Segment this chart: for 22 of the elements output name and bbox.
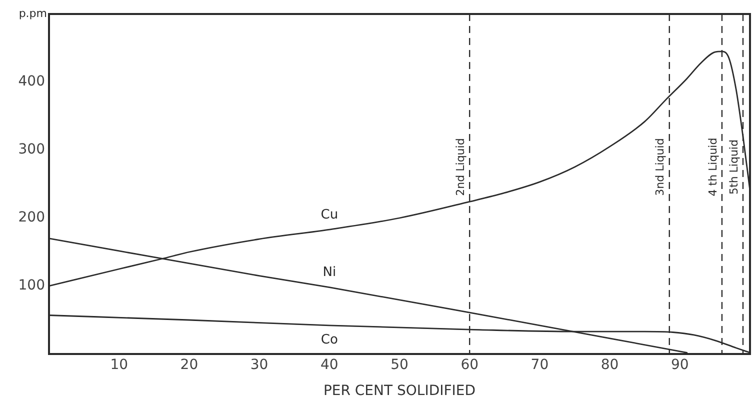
series-label: Ni: [322, 265, 336, 280]
y-tick-label: 100: [18, 278, 45, 294]
x-tick-label: 40: [320, 357, 338, 374]
x-axis-title: PER CENT SOLIDIFIED: [323, 383, 476, 400]
ref-line-label: 2nd Liquid: [454, 138, 467, 196]
ref-line-label: 4 th Liquid: [706, 138, 720, 196]
x-tick-label: 10: [110, 357, 128, 374]
y-axis-title: p.pm: [18, 6, 47, 20]
series-label: Cu: [320, 207, 338, 222]
series-label: Co: [320, 332, 338, 348]
x-tick-label: 30: [250, 357, 268, 374]
ref-line-label: 3nd Liquid: [654, 138, 667, 196]
x-tick-label: 70: [530, 357, 549, 374]
ref-line-label: 5th Liquid: [727, 140, 740, 194]
x-tick-label: 60: [460, 357, 479, 374]
y-tick-label: 400: [18, 74, 45, 90]
x-tick-label: 50: [390, 357, 408, 374]
y-tick-label: 300: [18, 142, 45, 158]
x-tick-label: 80: [600, 357, 619, 374]
x-tick-label: 20: [180, 357, 198, 374]
y-tick-label: 200: [18, 210, 45, 226]
x-tick-label: 90: [670, 357, 689, 374]
